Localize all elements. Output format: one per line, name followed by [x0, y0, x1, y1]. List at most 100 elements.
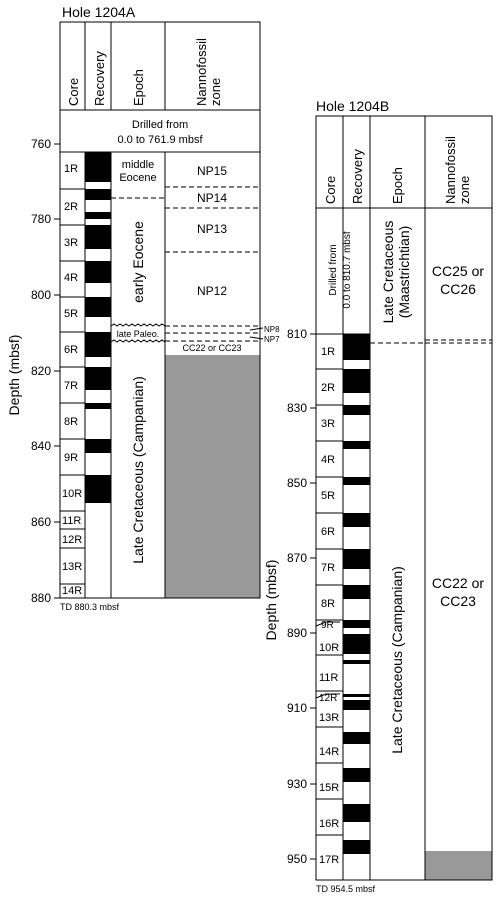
core-label: 12R [62, 534, 82, 546]
core-label: 9R [64, 452, 78, 464]
hole-b-zone-cc25-1: CC25 or [432, 263, 484, 279]
core-label: 15R [319, 782, 339, 794]
core-label: 16R [319, 818, 339, 830]
hole-a-zone-np15: NP15 [197, 164, 227, 178]
hole-a-epoch-middle-1: middle [122, 159, 154, 171]
hole-b-tick: 850 [287, 476, 307, 490]
hole-a-epoch-middle-2: Eocene [119, 172, 156, 184]
hole-b-header-epoch: Epoch [390, 167, 405, 204]
hole-a-header-nanno-1: Nannofossil [194, 38, 209, 106]
hole-b-tick: 910 [287, 701, 307, 715]
hole-a-nodata-area [165, 355, 260, 598]
core-label: 7R [64, 380, 78, 392]
hole-b-nodata-area [425, 851, 492, 880]
core-label: 14R [319, 746, 339, 758]
core-label: 2R [64, 201, 78, 213]
hole-a-tick: 780 [31, 212, 51, 226]
core-label: 3R [64, 237, 78, 249]
hole-a-header-core: Core [66, 78, 81, 106]
hole-a-zone-np8: NP8 [264, 325, 280, 334]
hole-1204a: Hole 1204A Core Recovery Epoch Nannofoss… [6, 4, 280, 612]
core-label: 7R [321, 562, 335, 574]
core-label: 4R [64, 272, 78, 284]
hole-b-depth-label: Depth (mbsf) [263, 560, 279, 641]
core-label: 13R [62, 561, 82, 573]
core-label: 5R [321, 490, 335, 502]
hole-a-tick: 800 [31, 288, 51, 302]
hole-a-epoch-early-eocene: early Eocene [130, 221, 146, 303]
hole-a-title: Hole 1204A [62, 4, 136, 20]
hole-a-frame [59, 21, 261, 599]
hole-b-title: Hole 1204B [316, 98, 389, 114]
hole-b-epoch-campanian: Late Cretaceous (Campanian) [389, 566, 405, 754]
hole-a-epoch-late-cretaceous: Late Cretaceous (Campanian) [130, 376, 146, 564]
core-label: 3R [321, 418, 335, 430]
core-label: 1R [64, 163, 78, 175]
hole-b-header-nanno-2: zone [457, 176, 472, 204]
hole-b-header-nanno-1: Nannofossil [443, 136, 458, 204]
hole-a-depth-ticks: 760 780 800 820 840 860 880 [31, 137, 60, 605]
hole-a-epoch-late-paleo: late Paleo. [117, 329, 160, 339]
hole-1204b: Hole 1204B Core Recovery Epoch Nannofoss… [263, 98, 493, 894]
core-label: 4R [321, 454, 335, 466]
core-label: 11R [62, 515, 81, 527]
hole-b-tick: 950 [287, 852, 307, 866]
hole-a-depth-label: Depth (mbsf) [6, 335, 22, 416]
core-label: 9R [321, 620, 334, 631]
hole-a-td: TD 880.3 mbsf [60, 602, 120, 612]
core-label: 6R [321, 526, 335, 538]
hole-a-drilled-2: 0.0 to 761.9 mbsf [118, 134, 204, 146]
hole-b-zone-cc22-2: CC23 [440, 593, 476, 609]
hole-b-drilled-2: 0.0 to 810.7 mbsf [342, 231, 353, 308]
hole-b-td: TD 954.5 mbsf [316, 884, 376, 894]
core-label: 11R [319, 672, 338, 684]
hole-a-unconformity [110, 323, 166, 327]
hole-b-zone-cc22-1: CC22 or [432, 575, 484, 591]
hole-a-tick: 840 [31, 439, 51, 453]
hole-a-unconformity [110, 339, 166, 343]
hole-a-core-labels: 1R 2R 3R 4R 5R 6R 7R 8R 9R 10R 11R 12R 1… [62, 163, 82, 597]
hole-b-header-recovery: Recovery [350, 149, 365, 204]
hole-a-tick: 880 [31, 591, 51, 605]
hole-b-header-core: Core [323, 176, 338, 204]
hole-b-tick: 930 [287, 777, 307, 791]
hole-b-depth-ticks: 810 830 850 870 890 910 930 950 [287, 327, 316, 866]
hole-a-tick: 760 [31, 137, 51, 151]
hole-b-epoch-maastrichtian-2: (Maastrichtian) [396, 226, 412, 319]
hole-a-tick: 820 [31, 364, 51, 378]
core-label: 10R [319, 642, 339, 654]
hole-b-zone-cc25-2: CC26 [440, 281, 476, 297]
core-label: 1R [321, 346, 335, 358]
core-label: 5R [64, 308, 78, 320]
core-label: 2R [321, 382, 335, 394]
hole-b-recovery [343, 334, 370, 854]
hole-a-zone-cc22: CC22 or CC23 [182, 343, 241, 353]
core-label: 12R [319, 693, 337, 704]
hole-b-epoch-maastrichtian-1: Late Cretaceous [380, 221, 396, 324]
core-label: 10R [62, 488, 82, 500]
core-label: 6R [64, 344, 78, 356]
hole-a-header-epoch: Epoch [131, 69, 146, 106]
hole-a-zone-np14: NP14 [197, 191, 227, 205]
hole-a-core-boundaries [60, 188, 85, 585]
hole-a-recovery [85, 152, 111, 503]
hole-b-tick: 830 [287, 401, 307, 415]
core-label: 17R [319, 854, 339, 866]
hole-b-frame [315, 115, 493, 881]
core-label: 13R [319, 712, 339, 724]
hole-a-zone-np12: NP12 [197, 284, 227, 298]
core-label: 14R [62, 585, 82, 597]
hole-a-tick: 860 [31, 515, 51, 529]
hole-a-header-nanno-2: zone [208, 78, 223, 106]
hole-b-drilled-1: Drilled from [328, 244, 339, 295]
hole-a-drilled-1: Drilled from [132, 119, 188, 131]
hole-b-core-boundaries [316, 368, 343, 836]
hole-b-tick: 890 [287, 626, 307, 640]
hole-b-core-labels: 1R 2R 3R 4R 5R 6R 7R 8R 9R 10R 11R 12R 1… [319, 346, 339, 866]
hole-b-tick: 810 [287, 327, 307, 341]
hole-a-zone-np7: NP7 [264, 335, 280, 344]
hole-b-tick: 870 [287, 551, 307, 565]
core-label: 8R [64, 416, 78, 428]
core-label: 8R [321, 598, 335, 610]
